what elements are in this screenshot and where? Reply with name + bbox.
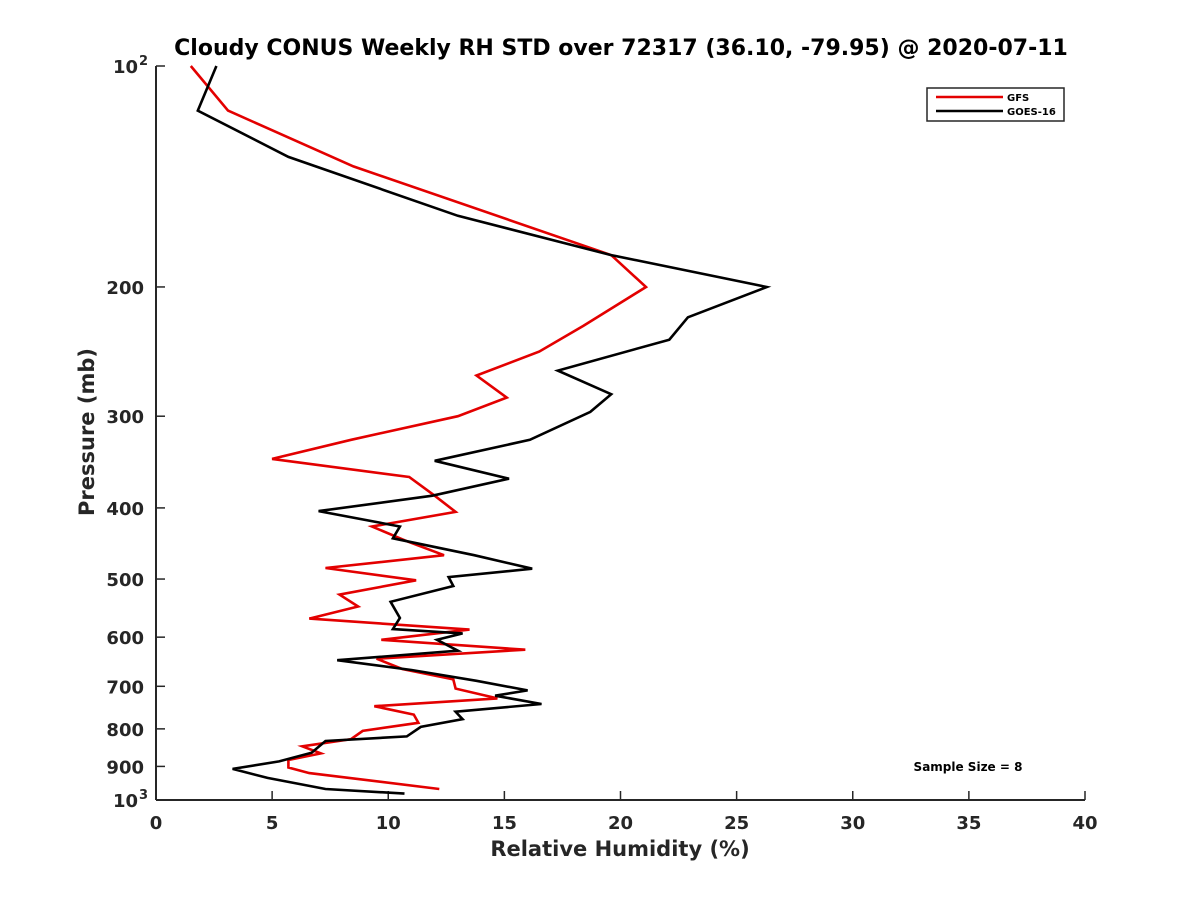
x-tick-label: 10: [376, 813, 401, 834]
legend: GFS GOES-16: [926, 87, 1065, 122]
y-tick-label-exponent: 2: [139, 54, 148, 69]
x-tick-label: 25: [724, 813, 749, 834]
legend-box: [926, 87, 1065, 122]
series-line-goes-16: [196, 65, 772, 795]
y-tick-label: 200: [106, 278, 144, 299]
y-tick-label: 600: [106, 628, 144, 649]
x-tick-label: 40: [1072, 813, 1097, 834]
legend-entry: GFS: [1007, 93, 1029, 104]
chart-title: Cloudy CONUS Weekly RH STD over 72317 (3…: [174, 36, 1068, 61]
x-tick-label: 0: [150, 813, 163, 834]
legend-entry: GOES-16: [1007, 107, 1056, 118]
x-axis-label: Relative Humidity (%): [490, 837, 749, 861]
y-tick-label: 500: [106, 570, 144, 591]
y-tick-label: 900: [106, 757, 144, 778]
y-tick-label: 800: [106, 720, 144, 741]
y-tick-label: 10: [113, 57, 138, 78]
y-tick-label-exponent: 3: [139, 788, 148, 803]
x-tick-label: 20: [608, 813, 633, 834]
y-tick-label: 10: [113, 791, 138, 812]
x-tick-label: 15: [492, 813, 517, 834]
y-tick-label: 700: [106, 677, 144, 698]
x-tick-label: 5: [266, 813, 279, 834]
y-axis-label: Pressure (mb): [75, 348, 99, 516]
series-line-gfs: [189, 65, 649, 791]
y-tick-label: 300: [106, 407, 144, 428]
y-tick-label: 400: [106, 499, 144, 520]
x-tick-label: 35: [956, 813, 981, 834]
sample-size-annotation: Sample Size = 8: [914, 760, 1023, 774]
x-tick-label: 30: [840, 813, 865, 834]
